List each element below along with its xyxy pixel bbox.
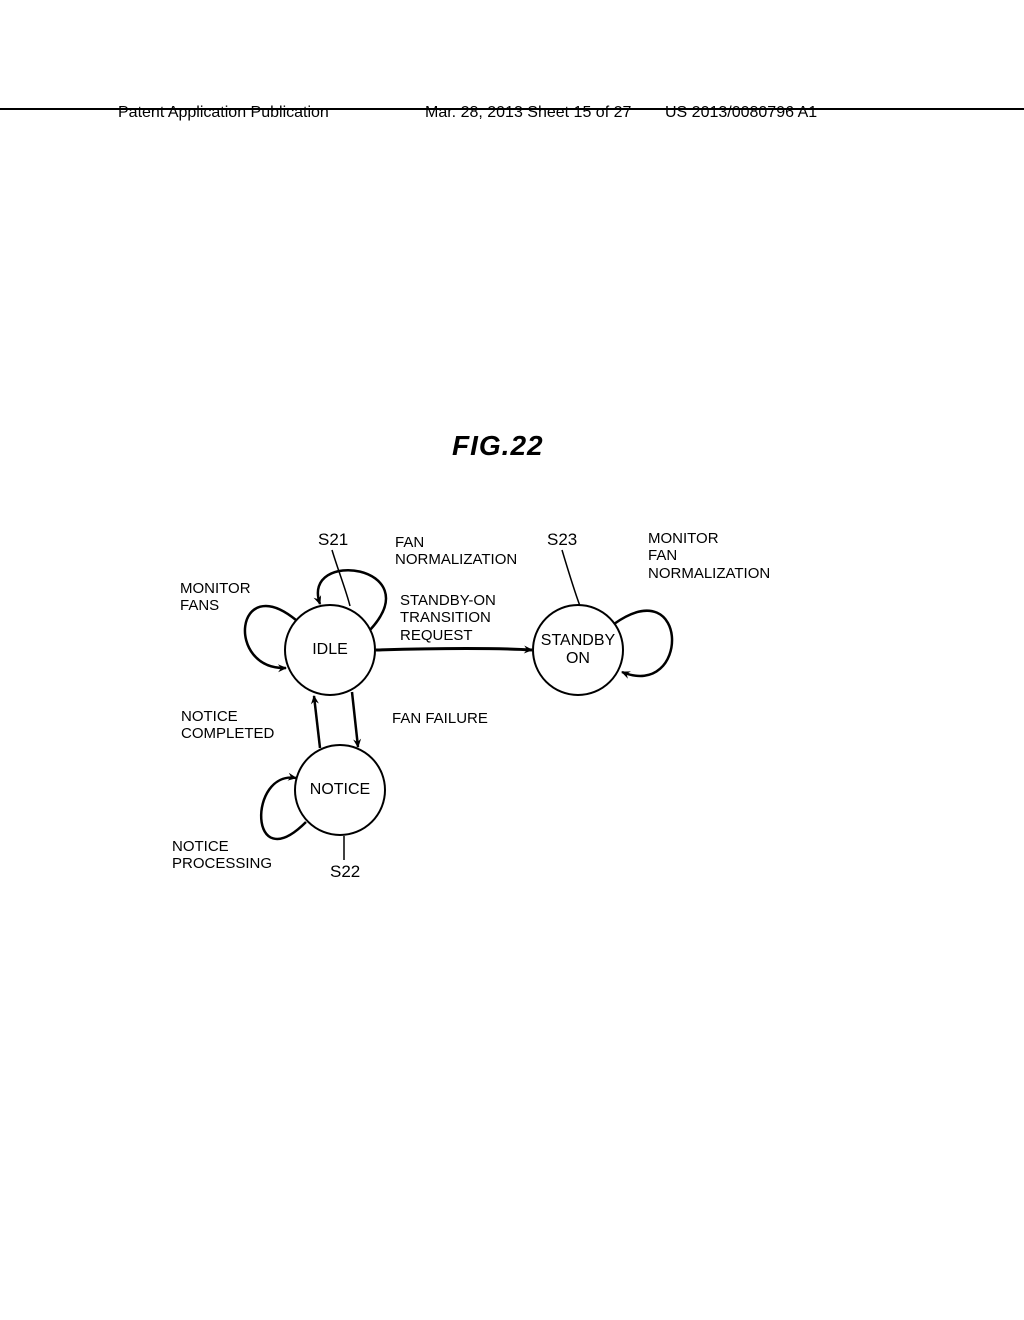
leader-s21 [332,550,350,606]
ref-s23: S23 [547,530,577,550]
state-notice: NOTICE [294,744,386,836]
label-monitor-fans: MONITOR FANS [180,580,251,615]
label-notice-completed: NOTICE COMPLETED [181,708,274,743]
state-standby-on: STANDBY ON [532,604,624,696]
edge-idle-to-standby [376,649,532,651]
label-fan-failure: FAN FAILURE [392,710,488,727]
edge-notice-to-idle [314,696,320,748]
leader-s23 [562,550,580,606]
label-monitor-fan-normalization: MONITOR FAN NORMALIZATION [648,530,770,582]
state-standby-label: STANDBY ON [541,632,615,667]
edge-idle-to-notice [352,692,358,747]
state-idle: IDLE [284,604,376,696]
state-idle-label: IDLE [312,641,348,659]
ref-s22: S22 [330,862,360,882]
state-notice-label: NOTICE [310,781,370,799]
state-diagram: IDLE STANDBY ON NOTICE S21 S23 S22 MONIT… [0,0,1024,1320]
diagram-svg [0,0,1024,1320]
ref-s21: S21 [318,530,348,550]
label-fan-normalization: FAN NORMALIZATION [395,534,517,569]
label-standby-request: STANDBY-ON TRANSITION REQUEST [400,592,496,644]
label-notice-processing: NOTICE PROCESSING [172,838,272,873]
